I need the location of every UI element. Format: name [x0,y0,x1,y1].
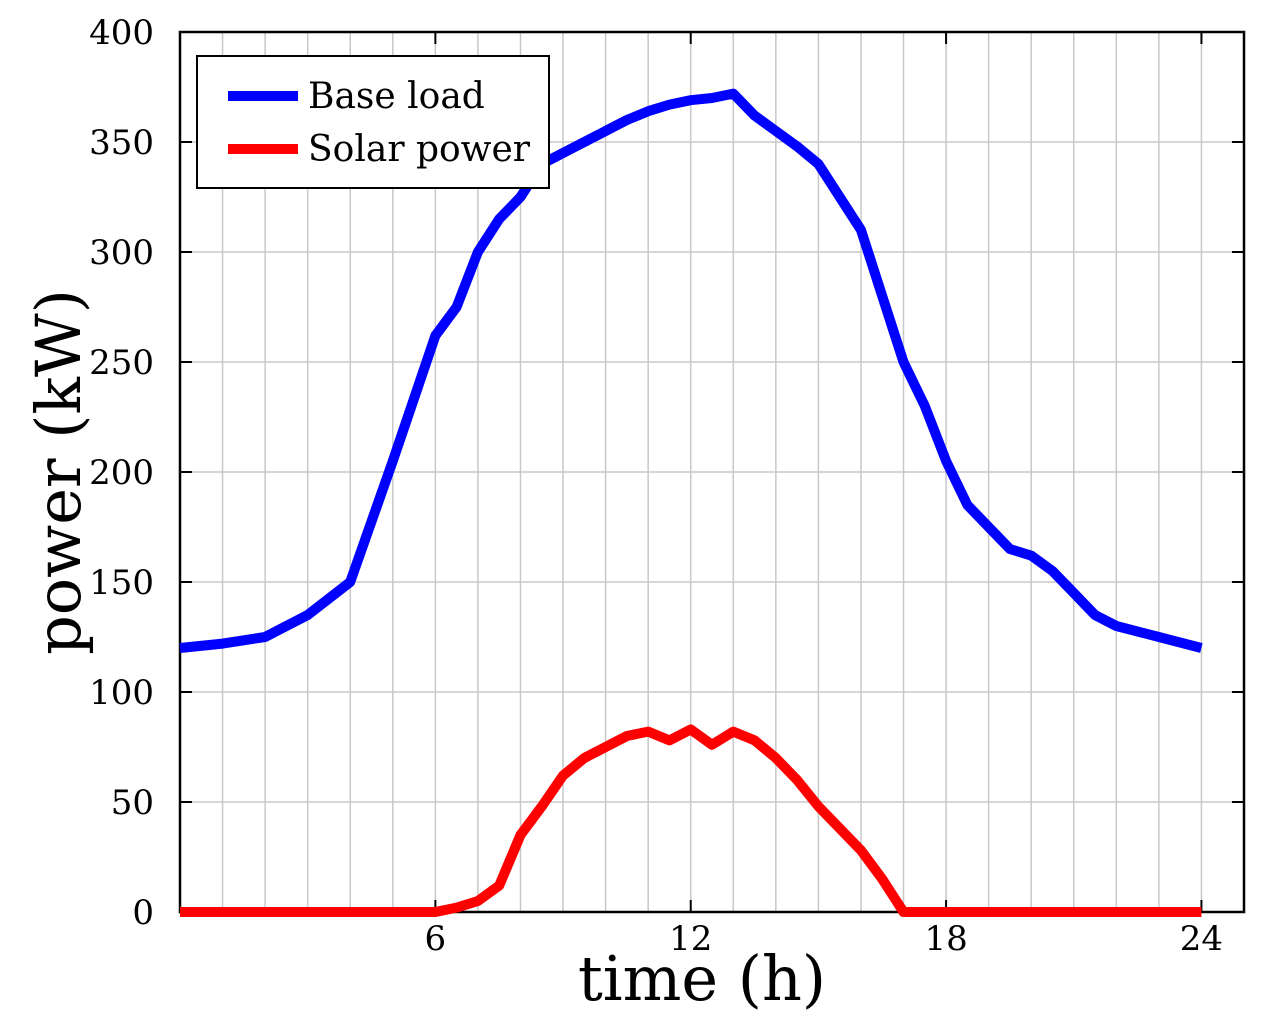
x-tick-label: 24 [1180,919,1223,959]
y-axis-title: power (kW) [22,289,95,655]
y-tick-label: 300 [89,233,154,273]
x-tick-label: 18 [924,919,967,959]
y-tick-label: 200 [89,453,154,493]
x-tick-label: 6 [425,919,447,959]
legend-box [196,55,550,189]
y-tick-label: 0 [132,893,154,933]
x-tick-label: 12 [669,919,712,959]
y-tick-label: 250 [89,343,154,383]
y-tick-label: 150 [89,563,154,603]
legend-label-base-load: Base load [308,76,485,117]
legend: Base load Solar power [196,55,550,189]
series-line-solar-power [180,724,1202,917]
y-tick-label: 100 [89,673,154,713]
legend-label-solar-power: Solar power [308,129,531,170]
y-tick-label: 350 [89,123,154,163]
series-line-base-load [179,88,1203,653]
x-axis-title: time (h) [578,942,826,1015]
y-tick-label: 50 [111,783,154,823]
series-group [179,88,1203,917]
ticks: 0 50 100 150 200 250 300 350 400 6 12 18 24 [89,13,1244,959]
y-tick-label: 400 [89,13,154,53]
